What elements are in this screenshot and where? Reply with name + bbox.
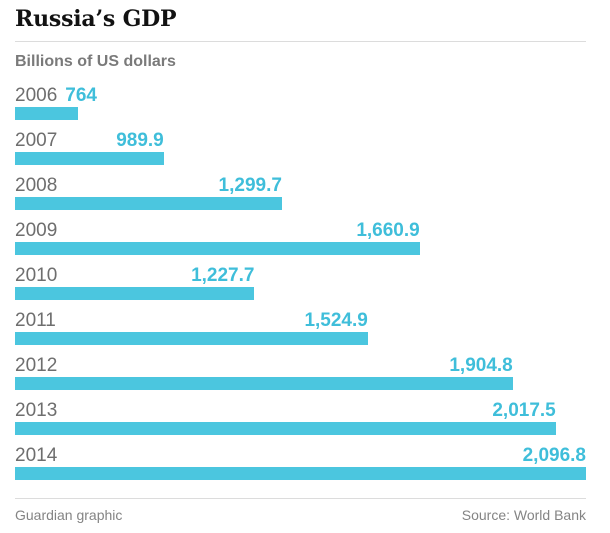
value-label: 1,299.7 <box>218 175 282 196</box>
row-labels: 2013 2,017.5 <box>15 400 586 422</box>
year-label: 2010 <box>15 265 58 286</box>
year-label: 2008 <box>15 175 58 196</box>
bar <box>15 467 586 480</box>
credit-label: Guardian graphic <box>15 507 123 523</box>
row-labels: 2012 1,904.8 <box>15 355 586 377</box>
value-label: 1,524.9 <box>304 310 368 331</box>
value-label: 1,660.9 <box>356 220 420 241</box>
chart: Russia’s GDP Billions of US dollars 2006… <box>15 0 586 524</box>
bar <box>15 287 255 300</box>
chart-row: 2011 1,524.9 <box>15 310 586 355</box>
header-divider <box>15 41 586 42</box>
row-labels: 2011 1,524.9 <box>15 310 586 332</box>
chart-row: 2012 1,904.8 <box>15 355 586 400</box>
year-label: 2007 <box>15 130 58 151</box>
bar <box>15 377 513 390</box>
value-label: 2,017.5 <box>492 400 556 421</box>
chart-row: 2008 1,299.7 <box>15 175 586 220</box>
chart-row: 2007 989.9 <box>15 130 586 175</box>
units-label: Billions of US dollars <box>15 53 176 70</box>
bar <box>15 242 420 255</box>
value-label: 989.9 <box>116 130 164 151</box>
chart-title: Russia’s GDP <box>15 6 177 32</box>
row-labels: 2009 1,660.9 <box>15 220 586 242</box>
footer-divider <box>15 498 586 499</box>
bar <box>15 332 368 345</box>
bar <box>15 197 282 210</box>
bar <box>15 107 78 120</box>
bar <box>15 422 556 435</box>
value-label: 1,227.7 <box>191 265 255 286</box>
year-label: 2011 <box>15 310 56 331</box>
footer: Guardian graphic Source: World Bank <box>15 506 586 524</box>
year-label: 2013 <box>15 400 58 421</box>
year-label: 2014 <box>15 445 58 466</box>
row-labels: 2010 1,227.7 <box>15 265 586 287</box>
chart-row: 2006 764 <box>15 85 586 130</box>
chart-row: 2009 1,660.9 <box>15 220 586 265</box>
year-label: 2012 <box>15 355 58 376</box>
source-label: Source: World Bank <box>461 507 586 523</box>
year-label: 2009 <box>15 220 58 241</box>
chart-row: 2014 2,096.8 <box>15 445 586 490</box>
chart-row: 2010 1,227.7 <box>15 265 586 310</box>
row-labels: 2007 989.9 <box>15 130 586 152</box>
chart-rows: 2006 764 2007 989.9 2008 1,299.7 2009 1,660.9 20… <box>15 85 586 490</box>
value-label: 1,904.8 <box>449 355 513 376</box>
row-labels: 2014 2,096.8 <box>15 445 586 467</box>
bar <box>15 152 164 165</box>
row-labels: 2006 764 <box>15 85 586 107</box>
value-label: 2,096.8 <box>522 445 586 466</box>
year-label: 2006 <box>15 85 58 106</box>
row-labels: 2008 1,299.7 <box>15 175 586 197</box>
value-label: 764 <box>65 85 97 106</box>
chart-row: 2013 2,017.5 <box>15 400 586 445</box>
